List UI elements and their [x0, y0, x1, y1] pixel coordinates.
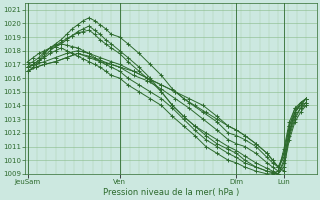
X-axis label: Pression niveau de la mer( hPa ): Pression niveau de la mer( hPa ) [103, 188, 239, 197]
